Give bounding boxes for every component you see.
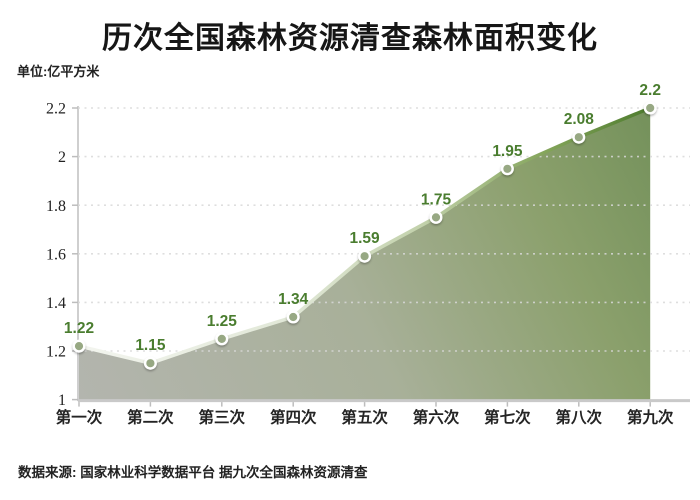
y-tick-label: 1.6 <box>46 246 66 263</box>
y-tick-label: 1 <box>58 392 66 409</box>
data-label: 1.59 <box>350 230 381 247</box>
unit-label: 单位:亿平方米 <box>17 64 100 79</box>
data-label: 1.75 <box>421 191 452 208</box>
data-point <box>143 356 157 370</box>
data-label: 1.15 <box>135 337 166 354</box>
y-tick-label: 2.2 <box>46 101 66 118</box>
data-point <box>572 130 586 144</box>
y-tick-label: 1.8 <box>46 198 66 215</box>
data-point <box>643 101 657 115</box>
data-point <box>429 210 443 224</box>
data-label: 1.22 <box>64 320 94 337</box>
y-tick-label: 1.4 <box>46 295 66 312</box>
data-label: 1.95 <box>492 143 523 160</box>
x-tick-label: 第八次 <box>556 408 603 427</box>
data-label: 1.25 <box>207 313 238 330</box>
data-label: 2.08 <box>564 111 595 128</box>
data-point <box>286 310 300 324</box>
x-tick-label: 第五次 <box>341 408 388 427</box>
data-label: 1.34 <box>278 291 309 308</box>
source-note: 数据来源: 国家林业科学数据平台 据九次全国森林资源清查 <box>18 465 368 480</box>
x-tick-label: 第四次 <box>270 408 317 427</box>
data-point <box>500 162 514 176</box>
y-tick-label: 1.2 <box>46 344 66 361</box>
data-point <box>358 249 372 263</box>
data-point <box>215 332 229 346</box>
x-tick-label: 第六次 <box>413 408 460 427</box>
x-tick-label: 第二次 <box>127 408 174 427</box>
x-tick-label: 第三次 <box>199 408 246 427</box>
data-label: 2.2 <box>639 82 661 99</box>
data-points <box>72 101 657 370</box>
page-title: 历次全国森林资源清查森林面积变化 <box>102 22 598 55</box>
y-tick-label: 2 <box>58 149 66 166</box>
x-tick-label: 第九次 <box>627 408 674 427</box>
area-fill <box>79 108 651 400</box>
x-tick-label: 第七次 <box>484 408 531 427</box>
data-point <box>72 339 86 353</box>
x-tick-label: 第一次 <box>56 408 103 427</box>
